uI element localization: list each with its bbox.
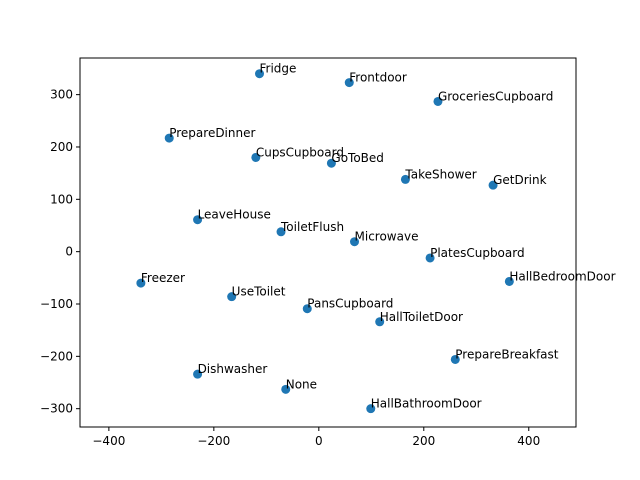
point-label: PrepareBreakfast: [455, 347, 559, 361]
x-tick-label: −200: [197, 434, 230, 448]
y-tick-label: 200: [50, 140, 73, 154]
point-label: LeaveHouse: [198, 208, 271, 222]
y-tick-label: −200: [40, 349, 73, 363]
point-label: TakeShower: [404, 167, 476, 181]
data-point: [276, 227, 286, 237]
y-tick-label: 300: [50, 88, 73, 102]
point-label: PlatesCupboard: [430, 246, 525, 260]
x-tick-label: −400: [92, 434, 125, 448]
data-point: [255, 69, 265, 79]
data-point: [375, 317, 385, 327]
point-label: Microwave: [355, 230, 419, 244]
point-label: Frontdoor: [349, 71, 407, 85]
data-point: [326, 158, 336, 168]
x-axis: −400 −200 0 200 400: [92, 427, 540, 448]
data-point: [400, 174, 410, 184]
point-label: PrepareDinner: [169, 126, 255, 140]
point-label: HallBedroomDoor: [509, 269, 615, 283]
data-point: [433, 96, 443, 106]
point-label: UseToilet: [232, 285, 286, 299]
data-point: [366, 404, 376, 414]
point-label: None: [286, 377, 317, 391]
point-label: GetDrink: [493, 173, 547, 187]
data-point: [164, 133, 174, 143]
y-tick-label: −100: [40, 297, 73, 311]
scatter-points: [136, 69, 514, 414]
point-label: PansCupboard: [307, 297, 393, 311]
point-label: HallToiletDoor: [380, 310, 463, 324]
data-point: [344, 78, 354, 88]
axes-frame: [79, 57, 577, 428]
y-tick-label: 100: [50, 192, 73, 206]
point-label: GoToBed: [331, 151, 384, 165]
point-label: Freezer: [141, 271, 185, 285]
y-tick-label: −300: [40, 402, 73, 416]
data-point: [227, 292, 237, 302]
point-label: Dishwasher: [198, 362, 268, 376]
data-point: [281, 384, 291, 394]
y-axis: −300 −200 −100 0 100 200 300: [40, 88, 80, 416]
x-tick-label: 0: [315, 434, 323, 448]
data-point: [302, 304, 312, 314]
point-label: HallBathroomDoor: [371, 397, 482, 411]
x-tick-label: 400: [517, 434, 540, 448]
point-label: Fridge: [260, 62, 297, 76]
point-labels: Fridge Frontdoor GroceriesCupboard PrepareD…: [141, 62, 616, 411]
data-point: [488, 180, 498, 190]
data-point: [136, 278, 146, 288]
x-tick-label: 200: [412, 434, 435, 448]
point-label: ToiletFlush: [280, 220, 344, 234]
data-point: [450, 354, 460, 364]
point-label: CupsCupboard: [256, 145, 344, 159]
point-label: GroceriesCupboard: [438, 89, 553, 103]
y-tick-label: 0: [65, 245, 73, 259]
data-point: [193, 369, 203, 379]
data-point: [350, 237, 360, 247]
data-point: [425, 253, 435, 263]
data-point: [251, 152, 261, 162]
data-point: [193, 215, 203, 225]
data-point: [504, 276, 514, 286]
